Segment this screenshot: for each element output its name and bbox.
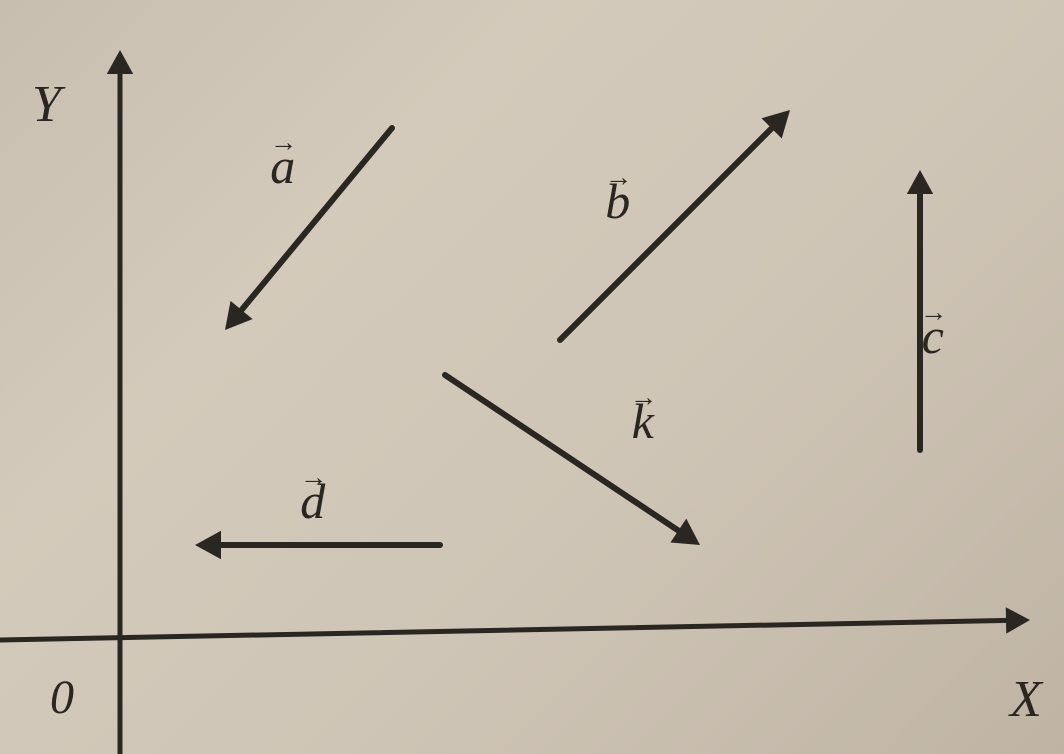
- origin-label: 0: [50, 670, 74, 725]
- vector-d-label: →d: [300, 465, 326, 519]
- y-axis-label: Y: [32, 75, 61, 134]
- vector-c-label: →c: [920, 300, 946, 354]
- vector-diagram: Y X 0 →a →b →c →k →d: [0, 0, 1064, 754]
- vector-a-label: →a: [270, 130, 296, 184]
- diagram-svg: [0, 0, 1064, 754]
- vector-b-label: →b: [605, 165, 631, 219]
- x-axis-label: X: [1010, 670, 1042, 729]
- vector-k-label: →k: [630, 385, 656, 439]
